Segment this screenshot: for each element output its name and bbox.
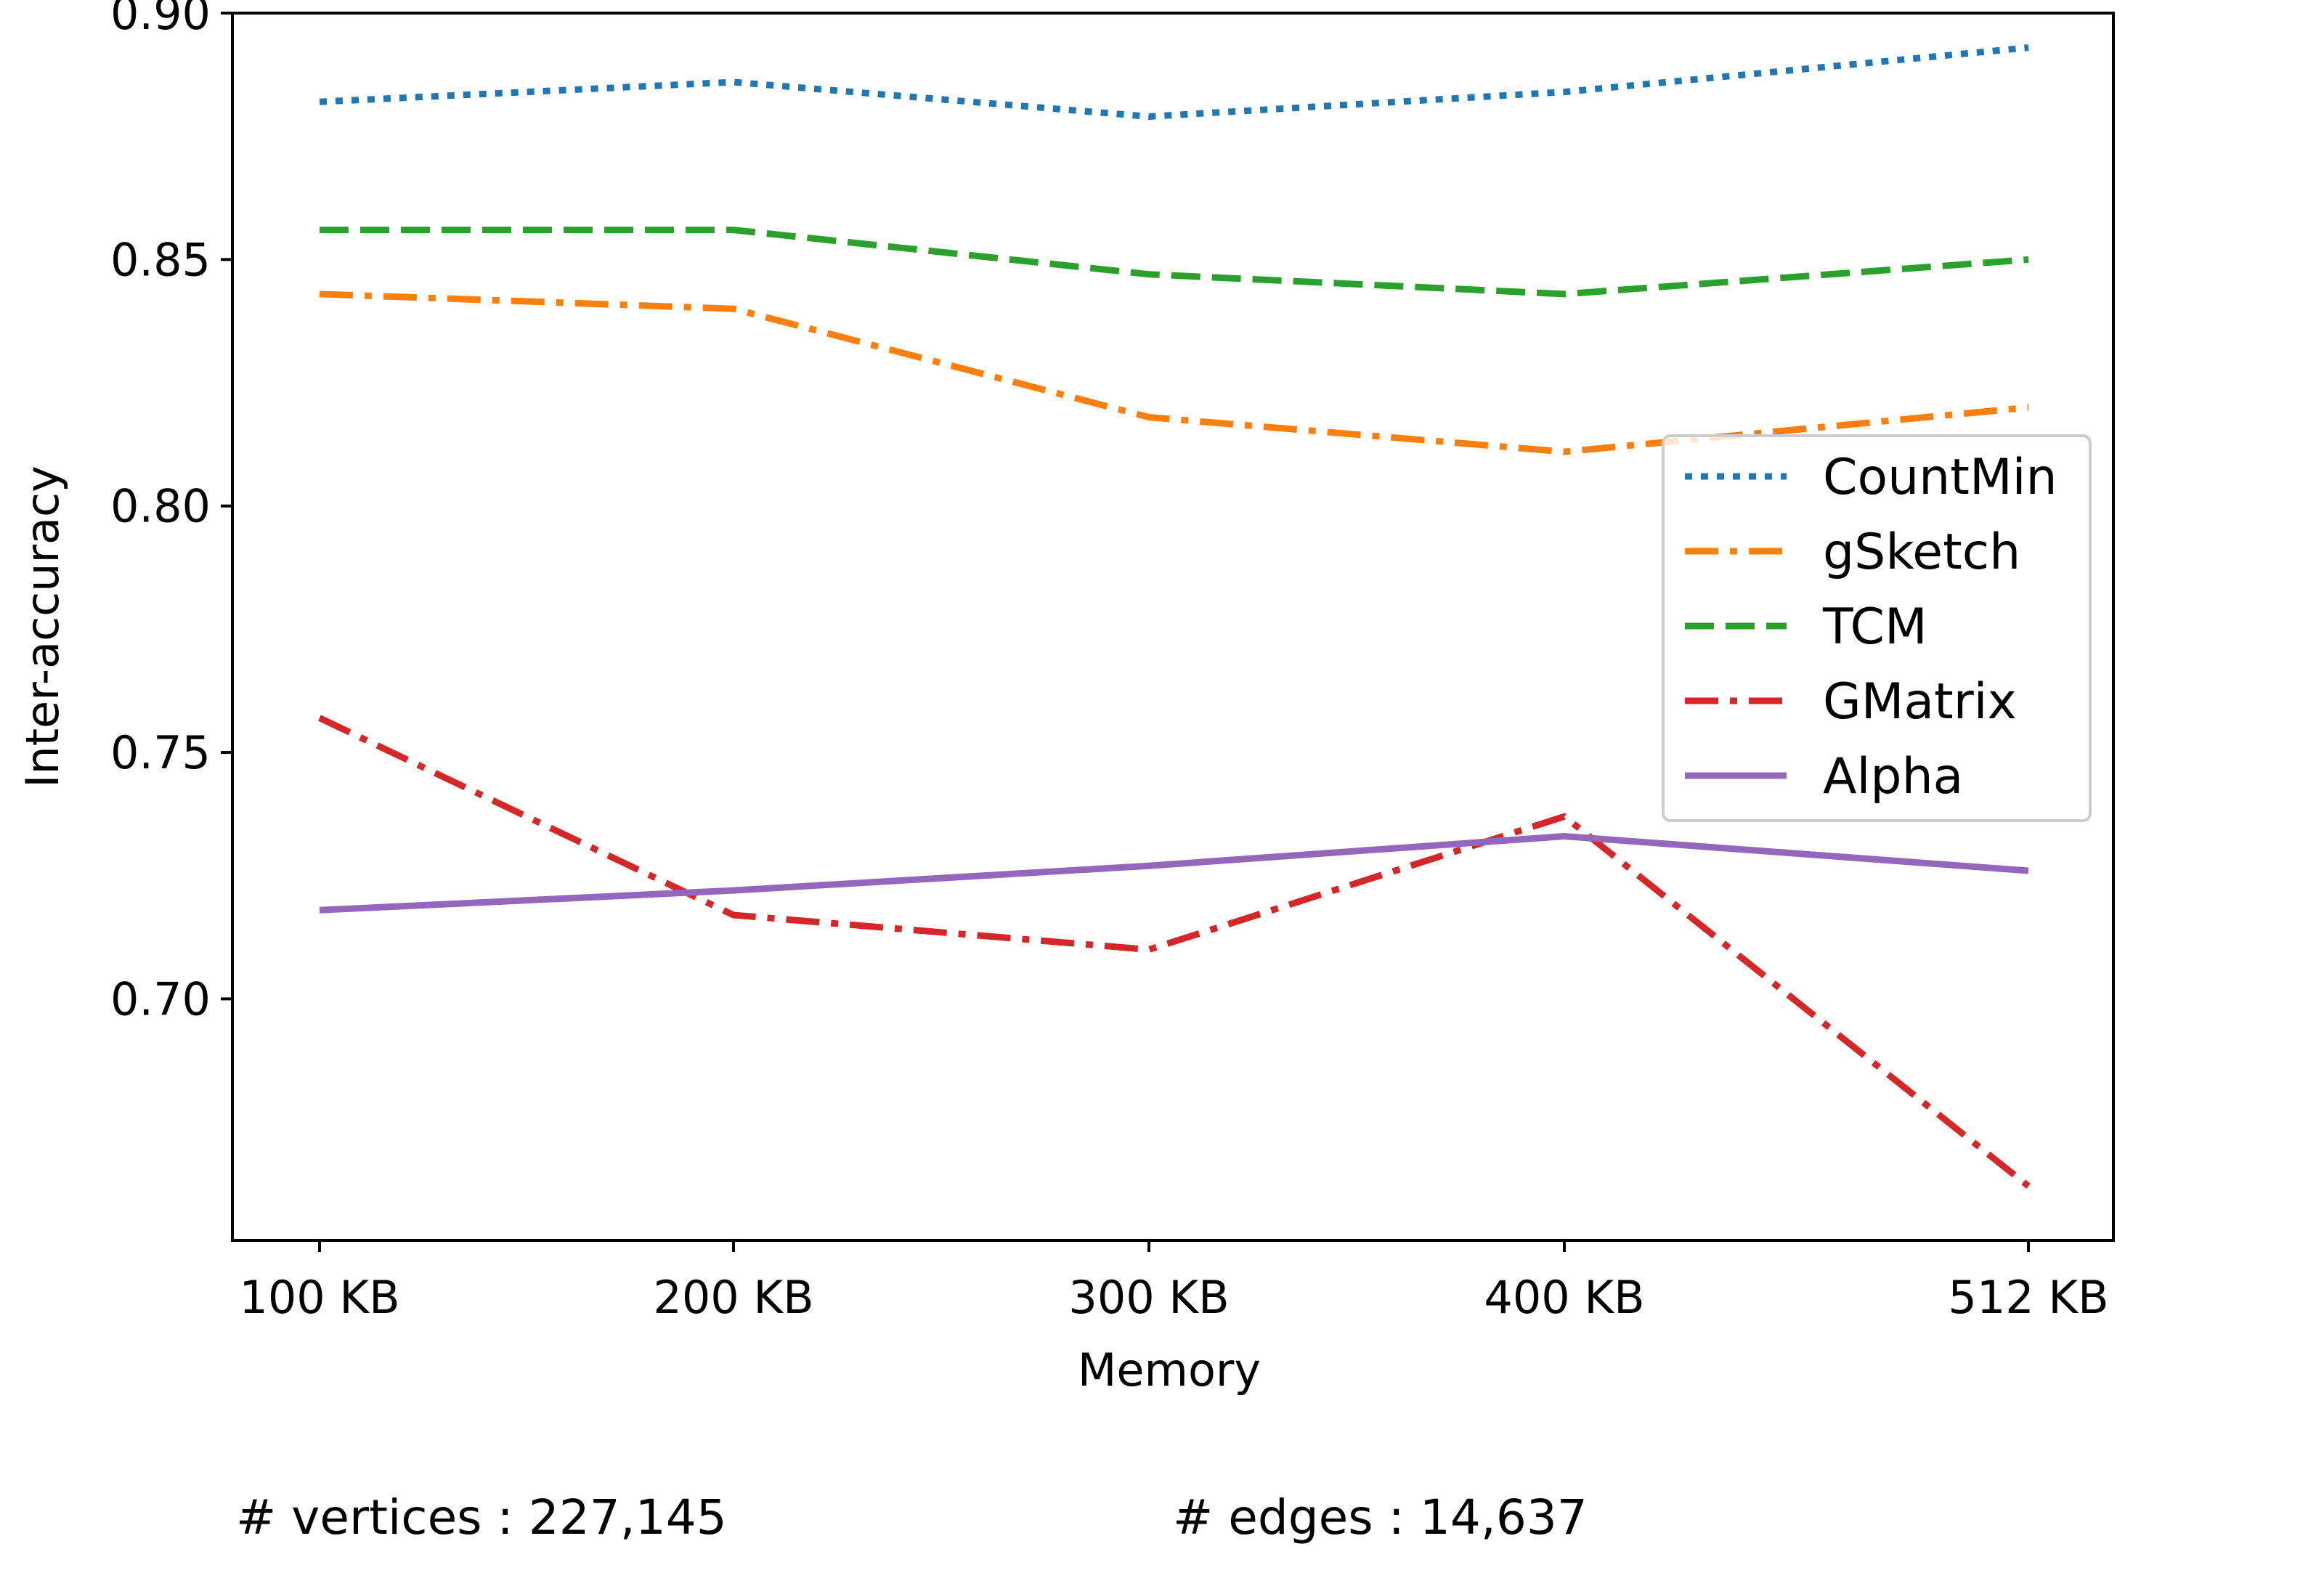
y-tick-label: 0.70 <box>110 972 211 1025</box>
y-tick-label: 0.85 <box>110 233 211 286</box>
footer-edges: # edges : 14,637 <box>1173 1489 1588 1545</box>
y-tick-label: 0.75 <box>110 726 211 779</box>
series-line-tcm <box>320 227 2029 298</box>
series-line-alpha <box>319 833 2029 914</box>
series-line-gmatrix <box>318 715 2031 1189</box>
legend-box <box>1662 434 2092 822</box>
legend-label-tcm: TCM <box>1822 598 1927 656</box>
legend-label-countmin: CountMin <box>1823 449 2057 506</box>
legend-label-gmatrix: GMatrix <box>1823 673 2017 731</box>
y-axis-title: Inter-accuracy <box>16 466 69 788</box>
y-axis: 0.70 0.75 0.80 0.85 0.90 <box>110 0 232 1025</box>
x-tick-label: 400 KB <box>1484 1271 1644 1324</box>
footer-vertices: # vertices : 227,145 <box>236 1489 727 1545</box>
y-tick-label: 0.90 <box>110 0 211 40</box>
series-line-countmin <box>319 44 2029 120</box>
legend: CountMin gSketch TCM GMatrix Alpha <box>1662 434 2092 822</box>
x-axis-title: Memory <box>1078 1344 1261 1397</box>
legend-label-alpha: Alpha <box>1823 748 1963 805</box>
x-tick-label: 300 KB <box>1068 1271 1229 1324</box>
legend-label-gsketch: gSketch <box>1823 524 2020 581</box>
x-tick-label: 200 KB <box>653 1271 813 1324</box>
x-tick-label: 512 KB <box>1948 1271 2108 1324</box>
x-tick-label: 100 KB <box>239 1271 399 1324</box>
plot-frame <box>231 12 2115 1242</box>
x-axis: 100 KB 200 KB 300 KB 400 KB 512 KB <box>239 1240 2109 1324</box>
y-tick-label: 0.80 <box>110 480 211 533</box>
